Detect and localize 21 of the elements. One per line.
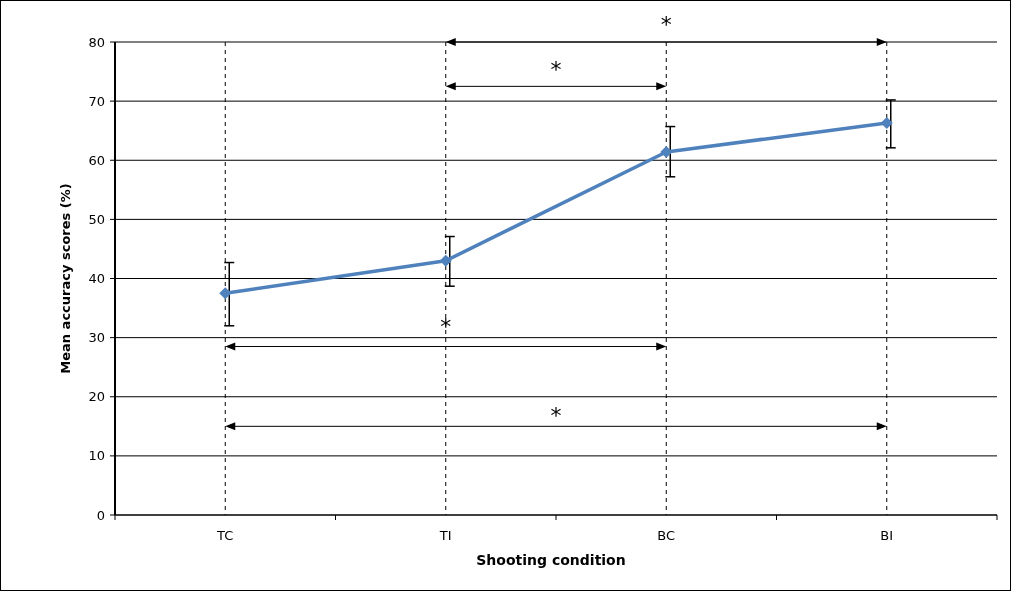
annotation: *: [550, 402, 562, 428]
y-tick-label: 80: [88, 34, 105, 50]
x-tick-label: BC: [657, 528, 676, 543]
y-tick-label: 20: [88, 389, 105, 405]
point: [219, 287, 232, 300]
text: *: [660, 12, 672, 38]
x-tick-label: TC: [216, 528, 234, 543]
y-tick-label: 50: [88, 211, 105, 227]
annotation: *: [440, 313, 452, 339]
y-axis-title: Mean accuracy scores (%): [58, 183, 73, 374]
y-tick-label: 10: [88, 448, 105, 464]
x-tick-label: BI: [880, 528, 894, 543]
x-tick-label: TI: [438, 528, 452, 543]
y-tick-label: 60: [88, 152, 105, 168]
y-tick-label: 0: [96, 507, 105, 523]
annotation: *: [550, 56, 562, 82]
y-tick-label: 30: [88, 330, 105, 346]
y-tick-label: 40: [88, 271, 105, 287]
point: [439, 254, 452, 267]
y-tick-label: 70: [88, 93, 105, 109]
x-axis-title: Shooting condition: [476, 552, 626, 568]
